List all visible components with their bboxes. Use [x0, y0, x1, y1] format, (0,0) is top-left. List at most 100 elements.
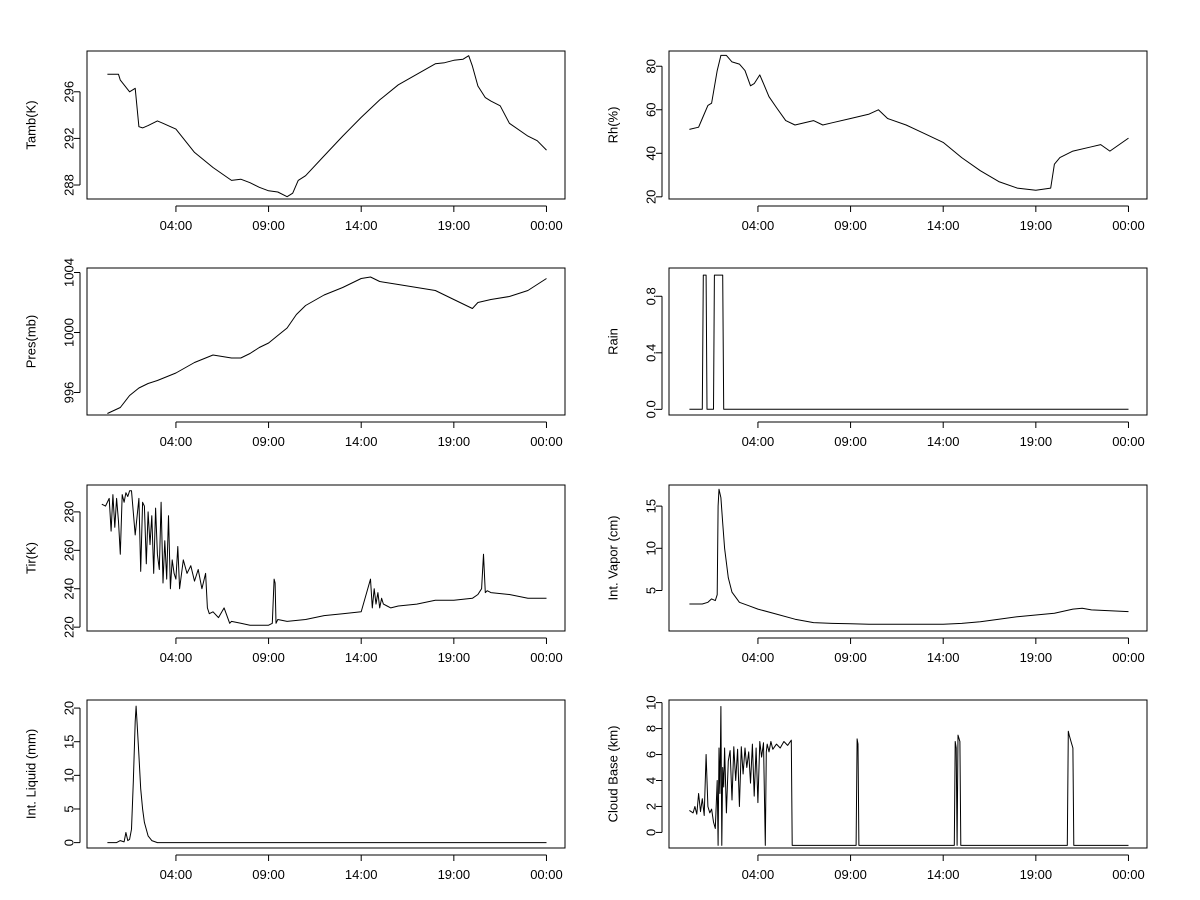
y-tick-label: 260: [62, 539, 77, 561]
panel-tir: 04:00 09:00 14:00 19:00 00:00 220 240 260 280 Tir…: [24, 484, 566, 665]
x-tick-label: 00:00: [1112, 434, 1145, 449]
x-tick-label: 00:00: [530, 650, 563, 665]
series-line-rain: [689, 274, 1129, 410]
y-axis-label: Cloud Base (km): [606, 726, 621, 823]
y-tick-label: 4: [644, 777, 659, 784]
x-tick-label: 09:00: [252, 650, 285, 665]
x-tick-label: 14:00: [345, 218, 378, 233]
panel-cloud_base: 04:00 09:00 14:00 19:00 00:00 0 2 4 6 8 10 Cloud Ba…: [606, 695, 1148, 882]
y-tick-label: 15: [644, 499, 659, 513]
x-tick-label: 00:00: [1112, 650, 1145, 665]
y-tick-label: 20: [62, 701, 77, 715]
y-axis-label: Tamb(K): [24, 100, 39, 149]
plot-frame: [668, 699, 1148, 849]
series-line-liquid: [107, 705, 547, 844]
plot-frame: [668, 50, 1148, 200]
x-tick-label: 19:00: [438, 434, 471, 449]
x-tick-label: 14:00: [927, 218, 960, 233]
y-axis-label: Pres(mb): [24, 315, 39, 368]
y-tick-label: 15: [62, 734, 77, 748]
y-tick-label: 2: [644, 803, 659, 810]
panel-liquid: 04:00 09:00 14:00 19:00 00:00 0 5 10 15 20 Int. Li…: [24, 699, 566, 882]
series-line-tamb: [107, 55, 547, 198]
y-tick-label: 80: [644, 59, 659, 73]
plot-frame: [86, 50, 566, 200]
x-tick-label: 04:00: [742, 867, 775, 882]
plot-frame: [86, 267, 566, 416]
y-tick-label: 288: [62, 174, 77, 196]
x-tick-label: 19:00: [1020, 867, 1053, 882]
plot-frame: [668, 484, 1148, 632]
y-tick-label: 10: [644, 541, 659, 555]
x-tick-label: 14:00: [345, 650, 378, 665]
y-tick-label: 220: [62, 616, 77, 638]
y-tick-label: 1004: [62, 258, 77, 287]
x-tick-label: 04:00: [160, 650, 193, 665]
series-line-cloud_base: [689, 706, 1129, 846]
y-tick-label: 0.4: [644, 344, 659, 362]
x-tick-label: 09:00: [834, 218, 867, 233]
x-tick-label: 19:00: [1020, 218, 1053, 233]
x-tick-label: 19:00: [1020, 434, 1053, 449]
x-tick-label: 00:00: [530, 434, 563, 449]
plot-frame: [86, 484, 566, 632]
plot-frame: [86, 699, 566, 849]
x-tick-label: 09:00: [252, 434, 285, 449]
x-tick-label: 19:00: [438, 867, 471, 882]
x-tick-label: 04:00: [160, 434, 193, 449]
y-tick-label: 292: [62, 128, 77, 150]
x-tick-label: 14:00: [927, 434, 960, 449]
x-tick-label: 19:00: [438, 218, 471, 233]
y-tick-label: 1000: [62, 318, 77, 347]
y-tick-label: 0.0: [644, 400, 659, 418]
x-tick-label: 04:00: [160, 218, 193, 233]
y-tick-label: 10: [644, 695, 659, 709]
x-tick-label: 14:00: [345, 434, 378, 449]
x-tick-label: 04:00: [742, 650, 775, 665]
x-tick-label: 00:00: [1112, 867, 1145, 882]
x-tick-label: 14:00: [927, 650, 960, 665]
panel-pres: 04:00 09:00 14:00 19:00 00:00 996 1000 1004 Pres…: [24, 258, 566, 449]
x-tick-label: 04:00: [742, 218, 775, 233]
y-tick-label: 280: [62, 501, 77, 523]
series-line-tir: [101, 490, 547, 626]
y-tick-label: 296: [62, 81, 77, 103]
y-tick-label: 240: [62, 578, 77, 600]
x-tick-label: 09:00: [252, 867, 285, 882]
y-axis-label: Int. Vapor (cm): [606, 515, 621, 600]
series-line-pres: [107, 276, 547, 414]
x-tick-label: 19:00: [438, 650, 471, 665]
x-tick-label: 00:00: [530, 218, 563, 233]
x-tick-label: 19:00: [1020, 650, 1053, 665]
plot-frame: [668, 267, 1148, 416]
y-tick-label: 0: [62, 839, 77, 846]
x-tick-label: 09:00: [834, 867, 867, 882]
x-tick-label: 04:00: [742, 434, 775, 449]
y-tick-label: 5: [62, 805, 77, 812]
y-tick-label: 0.8: [644, 287, 659, 305]
y-axis-label: Rh(%): [606, 107, 621, 144]
x-tick-label: 09:00: [252, 218, 285, 233]
x-tick-label: 14:00: [927, 867, 960, 882]
y-tick-label: 5: [644, 587, 659, 594]
y-axis-label: Int. Liquid (mm): [24, 729, 39, 819]
x-tick-label: 14:00: [345, 867, 378, 882]
x-tick-label: 09:00: [834, 650, 867, 665]
x-tick-label: 04:00: [160, 867, 193, 882]
x-tick-label: 09:00: [834, 434, 867, 449]
x-tick-label: 00:00: [1112, 218, 1145, 233]
y-tick-label: 40: [644, 146, 659, 160]
y-tick-label: 0: [644, 829, 659, 836]
series-line-vapor: [689, 488, 1129, 625]
x-tick-label: 00:00: [530, 867, 563, 882]
y-axis-label: Tir(K): [24, 542, 39, 574]
panel-rh: 04:00 09:00 14:00 19:00 00:00 20 40 60 80 Rh(%): [606, 50, 1148, 233]
y-tick-label: 10: [62, 768, 77, 782]
y-axis-label: Rain: [606, 328, 621, 355]
panel-tamb: 04:00 09:00 14:00 19:00 00:00 288 292 296 Tamb(K…: [24, 50, 566, 233]
y-tick-label: 8: [644, 725, 659, 732]
y-tick-label: 60: [644, 103, 659, 117]
panel-vapor: 04:00 09:00 14:00 19:00 00:00 5 10 15 Int. Vapor…: [606, 484, 1148, 665]
y-tick-label: 20: [644, 190, 659, 204]
